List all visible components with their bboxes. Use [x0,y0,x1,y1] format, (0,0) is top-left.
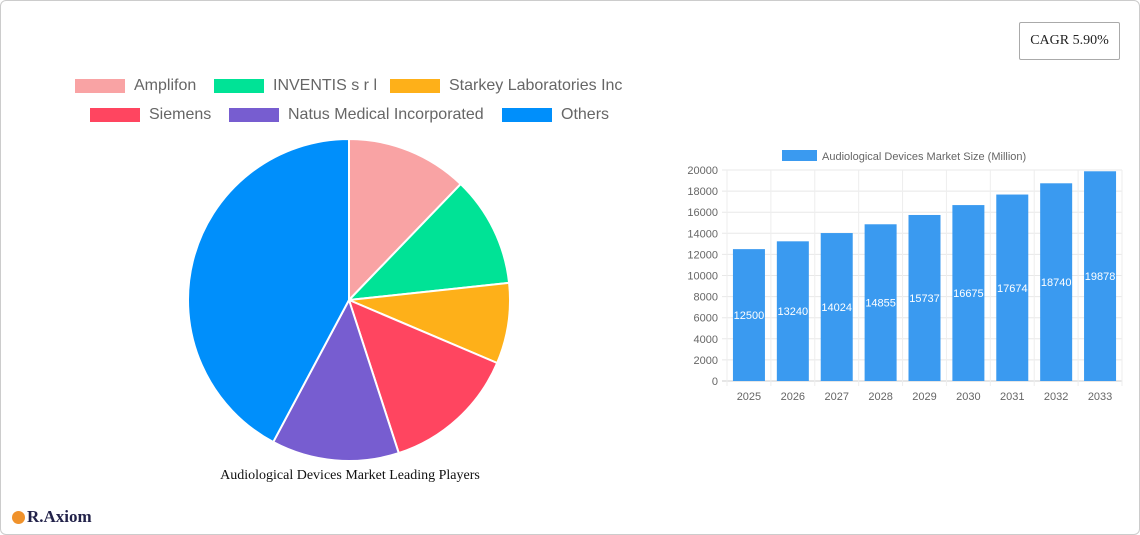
pie-slice [187,137,350,444]
bar [732,249,765,381]
legend-swatch [75,79,125,93]
y-tick-label: 18000 [687,186,718,198]
legend-label: INVENTIS s r l [273,77,378,94]
bar [1084,171,1117,381]
x-tick-label: 2030 [956,391,980,403]
legend-label: Others [561,106,610,123]
bar-value-label: 14024 [821,302,852,314]
bar [776,241,809,381]
pie-chart [187,137,511,462]
legend-swatch [90,108,140,122]
cagr-badge: CAGR 5.90% [1019,22,1120,60]
legend-item[interactable]: Others [502,106,609,124]
y-tick-label: 2000 [694,355,718,367]
legend-item[interactable]: Siemens [90,106,211,124]
legend-item[interactable]: Amplifon [75,77,196,95]
y-tick-label: 4000 [694,334,718,346]
bar-value-label: 19878 [1085,271,1116,283]
x-tick-label: 2027 [824,391,848,403]
bar-legend-swatch [782,150,817,161]
bar [996,194,1029,381]
legend-item[interactable]: Starkey Laboratories Inc [390,77,622,95]
x-tick-label: 2025 [737,391,761,403]
legend-swatch [502,108,552,122]
pie-title: Audiological Devices Market Leading Play… [220,468,480,483]
y-tick-label: 20000 [687,165,718,177]
pie-slice [348,137,463,303]
bar [864,224,897,381]
y-tick-label: 14000 [687,228,718,240]
pie-slice [347,298,499,455]
legend-swatch [214,79,264,93]
bar-value-label: 12500 [734,310,765,322]
bar-value-label: 13240 [778,306,809,318]
legend-label: Siemens [149,106,212,123]
legend-label: Natus Medical Incorporated [288,106,484,123]
y-tick-label: 8000 [694,292,718,304]
legend-label: Amplifon [134,77,197,94]
pie-slice [271,297,401,462]
legend-label: Starkey Laboratories Inc [449,77,623,94]
logo-icon [12,510,25,524]
pie-slice [346,182,511,302]
x-tick-label: 2032 [1044,391,1068,403]
bar-legend-label: Audiological Devices Market Size (Millio… [822,151,1026,163]
legend-item[interactable]: INVENTIS s r l [214,77,377,95]
y-tick-label: 10000 [687,271,718,283]
y-tick-label: 12000 [687,249,718,261]
x-tick-label: 2029 [912,391,936,403]
bar-value-label: 17674 [997,283,1028,295]
y-tick-label: 16000 [687,207,718,219]
logo-text: R.Axiom [27,507,92,526]
legend-swatch [390,79,440,93]
bar-value-label: 18740 [1041,277,1072,289]
bar-value-label: 15737 [909,293,940,305]
bar-chart: Audiological Devices Market Size (Millio… [687,150,1123,403]
bar-value-label: 14855 [865,298,896,310]
y-tick-label: 6000 [694,313,718,325]
x-tick-label: 2033 [1088,391,1112,403]
bar [1040,183,1073,381]
logo: R.Axiom [12,507,92,527]
bar [952,205,985,381]
bar [820,233,853,381]
x-tick-label: 2031 [1000,391,1024,403]
y-tick-label: 0 [712,376,718,388]
bar-value-label: 16675 [953,288,984,300]
x-tick-label: 2026 [781,391,805,403]
legend-item[interactable]: Natus Medical Incorporated [229,106,484,124]
bar [908,214,941,381]
x-tick-label: 2028 [868,391,892,403]
legend-swatch [229,108,279,122]
